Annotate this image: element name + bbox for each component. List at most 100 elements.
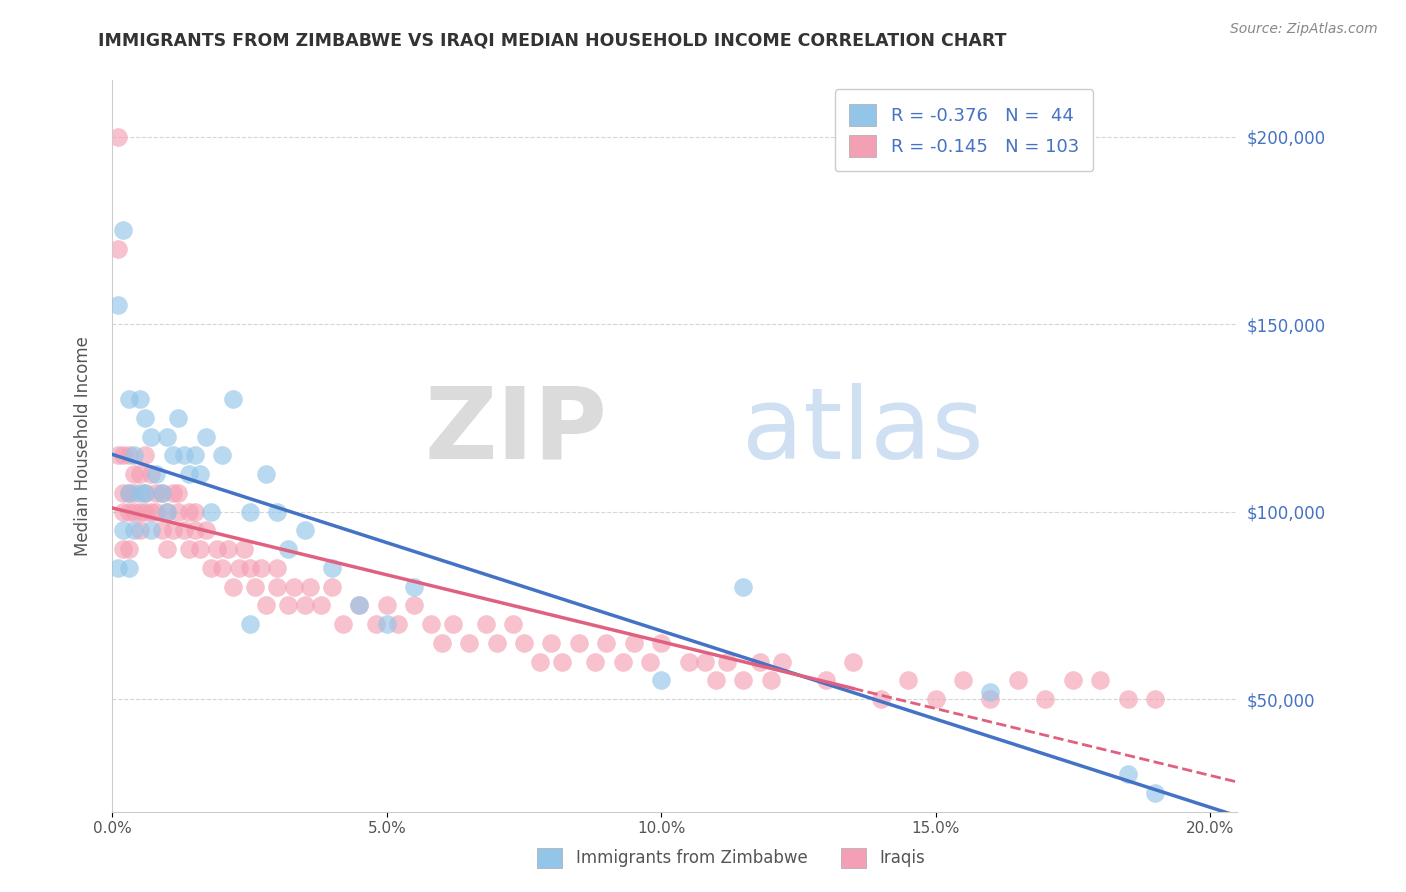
Point [112, 223, 135, 237]
Point [107, 242, 129, 256]
Point [129, 524, 152, 538]
Point [979, 692, 1001, 706]
Point [897, 673, 920, 688]
Point [770, 655, 793, 669]
Point [129, 505, 152, 519]
Point [156, 505, 179, 519]
Point [568, 636, 591, 650]
Point [513, 636, 536, 650]
Point [266, 505, 288, 519]
Point [167, 410, 190, 425]
Point [184, 524, 207, 538]
Point [112, 505, 135, 519]
Point [1143, 786, 1166, 800]
Point [107, 129, 129, 144]
Point [551, 655, 574, 669]
Point [1088, 673, 1111, 688]
Point [139, 505, 162, 519]
Point [145, 505, 167, 519]
Point [194, 429, 217, 443]
Point [254, 467, 277, 482]
Point [623, 636, 645, 650]
Point [124, 449, 146, 463]
Point [124, 505, 146, 519]
Text: Source: ZipAtlas.com: Source: ZipAtlas.com [1230, 22, 1378, 37]
Point [349, 599, 371, 613]
Point [118, 542, 141, 557]
Text: atlas: atlas [742, 383, 984, 480]
Point [321, 561, 343, 575]
Y-axis label: Median Household Income: Median Household Income [73, 336, 91, 556]
Point [239, 561, 262, 575]
Point [266, 580, 288, 594]
Point [150, 524, 173, 538]
Point [638, 655, 661, 669]
Point [239, 505, 262, 519]
Point [156, 429, 179, 443]
Point [1033, 692, 1056, 706]
Point [162, 486, 184, 500]
Point [139, 467, 162, 482]
Point [139, 524, 162, 538]
Point [179, 542, 201, 557]
Point [595, 636, 617, 650]
Text: IMMIGRANTS FROM ZIMBABWE VS IRAQI MEDIAN HOUSEHOLD INCOME CORRELATION CHART: IMMIGRANTS FROM ZIMBABWE VS IRAQI MEDIAN… [98, 31, 1007, 49]
Point [733, 673, 755, 688]
Point [404, 599, 426, 613]
Point [404, 580, 426, 594]
Point [349, 599, 371, 613]
Point [134, 449, 156, 463]
Point [1116, 767, 1139, 781]
Point [716, 655, 738, 669]
Point [150, 486, 173, 500]
Point [129, 467, 152, 482]
Point [387, 617, 409, 632]
Point [167, 505, 190, 519]
Point [375, 617, 398, 632]
Point [118, 505, 141, 519]
Point [173, 524, 195, 538]
Point [266, 561, 288, 575]
Point [118, 486, 141, 500]
Point [184, 505, 207, 519]
Point [200, 561, 222, 575]
Point [294, 524, 316, 538]
Point [150, 486, 173, 500]
Point [309, 599, 332, 613]
Point [118, 449, 141, 463]
Point [419, 617, 441, 632]
Point [364, 617, 387, 632]
Point [759, 673, 782, 688]
Point [162, 449, 184, 463]
Point [294, 599, 316, 613]
Point [842, 655, 865, 669]
Point [134, 410, 156, 425]
Point [529, 655, 551, 669]
Point [502, 617, 524, 632]
Point [194, 524, 217, 538]
Point [979, 684, 1001, 698]
Point [124, 524, 146, 538]
Point [814, 673, 837, 688]
Point [1116, 692, 1139, 706]
Legend: Immigrants from Zimbabwe, Iraqis: Immigrants from Zimbabwe, Iraqis [530, 841, 932, 875]
Point [430, 636, 453, 650]
Point [107, 298, 129, 312]
Point [243, 580, 266, 594]
Point [188, 467, 211, 482]
Point [145, 486, 167, 500]
Point [173, 449, 195, 463]
Point [249, 561, 271, 575]
Point [375, 599, 398, 613]
Point [441, 617, 464, 632]
Point [156, 505, 179, 519]
Point [321, 580, 343, 594]
Point [118, 392, 141, 406]
Point [162, 524, 184, 538]
Point [134, 505, 156, 519]
Point [145, 467, 167, 482]
Text: ZIP: ZIP [425, 383, 607, 480]
Point [678, 655, 700, 669]
Point [156, 542, 179, 557]
Point [869, 692, 891, 706]
